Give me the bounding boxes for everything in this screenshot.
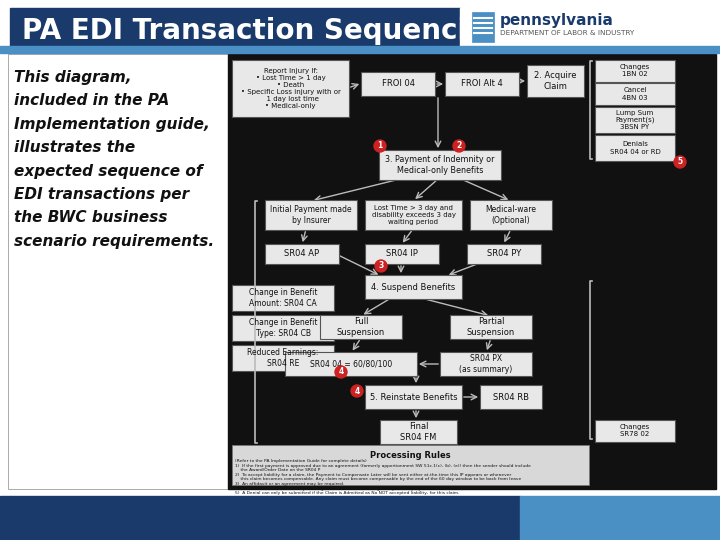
Bar bbox=[520, 496, 720, 540]
FancyBboxPatch shape bbox=[472, 12, 494, 42]
Text: 4: 4 bbox=[354, 387, 359, 395]
Text: Medical-ware
(Optional): Medical-ware (Optional) bbox=[485, 205, 536, 225]
FancyBboxPatch shape bbox=[232, 315, 334, 341]
FancyBboxPatch shape bbox=[285, 352, 417, 376]
Bar bbox=[460, 8, 712, 46]
FancyBboxPatch shape bbox=[365, 200, 462, 230]
FancyBboxPatch shape bbox=[595, 135, 675, 161]
FancyBboxPatch shape bbox=[595, 60, 675, 82]
FancyBboxPatch shape bbox=[527, 65, 584, 97]
FancyBboxPatch shape bbox=[232, 60, 349, 117]
Text: SR04 RB: SR04 RB bbox=[493, 393, 529, 402]
Text: Lump Sum
Payment(s)
3BSN PY: Lump Sum Payment(s) 3BSN PY bbox=[616, 110, 654, 130]
Text: 4: 4 bbox=[338, 368, 343, 376]
Text: (Refer to the PA Implementation Guide for complete details)
1)  If the first pay: (Refer to the PA Implementation Guide fo… bbox=[235, 459, 531, 495]
Text: Full
Suspension: Full Suspension bbox=[337, 318, 385, 337]
Circle shape bbox=[674, 156, 686, 168]
Text: SR04 IP: SR04 IP bbox=[386, 249, 418, 259]
FancyBboxPatch shape bbox=[365, 385, 462, 409]
FancyBboxPatch shape bbox=[467, 244, 541, 264]
Bar bbox=[228, 54, 716, 489]
FancyBboxPatch shape bbox=[365, 275, 462, 299]
FancyBboxPatch shape bbox=[379, 150, 501, 180]
Text: SR04 PX
(as summary): SR04 PX (as summary) bbox=[459, 354, 513, 374]
FancyBboxPatch shape bbox=[232, 345, 334, 371]
FancyBboxPatch shape bbox=[450, 315, 532, 339]
FancyBboxPatch shape bbox=[265, 244, 339, 264]
Text: pennsylvania: pennsylvania bbox=[500, 14, 614, 29]
Text: FROI 04: FROI 04 bbox=[382, 79, 415, 89]
Text: Cancel
4BN 03: Cancel 4BN 03 bbox=[622, 87, 648, 100]
Text: SR04 04 = 60/80/100: SR04 04 = 60/80/100 bbox=[310, 360, 392, 368]
FancyBboxPatch shape bbox=[265, 200, 357, 230]
Bar bbox=[10, 8, 460, 46]
Text: Final
SR04 FM: Final SR04 FM bbox=[400, 422, 437, 442]
Bar bbox=[0, 46, 720, 53]
Text: 1: 1 bbox=[377, 141, 382, 151]
Text: Changes
SR78 02: Changes SR78 02 bbox=[620, 424, 650, 437]
FancyBboxPatch shape bbox=[595, 420, 675, 442]
Text: This diagram,
included in the PA
Implementation guide,
illustrates the
expected : This diagram, included in the PA Impleme… bbox=[14, 70, 214, 249]
Text: PA EDI Transaction Sequencing: PA EDI Transaction Sequencing bbox=[22, 17, 507, 45]
Circle shape bbox=[335, 366, 347, 378]
Text: Initial Payment made
by Insurer: Initial Payment made by Insurer bbox=[270, 205, 352, 225]
Text: Changes
1BN 02: Changes 1BN 02 bbox=[620, 64, 650, 78]
FancyBboxPatch shape bbox=[470, 200, 552, 230]
FancyBboxPatch shape bbox=[595, 107, 675, 133]
Text: Partial
Suspension: Partial Suspension bbox=[467, 318, 515, 337]
Text: 3: 3 bbox=[379, 261, 384, 271]
Text: 2: 2 bbox=[456, 141, 462, 151]
FancyBboxPatch shape bbox=[365, 244, 439, 264]
Text: DEPARTMENT OF LABOR & INDUSTRY: DEPARTMENT OF LABOR & INDUSTRY bbox=[500, 30, 634, 36]
Text: 4. Suspend Benefits: 4. Suspend Benefits bbox=[372, 282, 456, 292]
Circle shape bbox=[374, 140, 386, 152]
FancyBboxPatch shape bbox=[380, 420, 457, 444]
Text: Lost Time > 3 day and
disability exceeds 3 day
waiting period: Lost Time > 3 day and disability exceeds… bbox=[372, 205, 456, 225]
FancyBboxPatch shape bbox=[595, 83, 675, 105]
FancyBboxPatch shape bbox=[480, 385, 542, 409]
Text: Report Injury If:
• Lost Time > 1 day
• Death
• Specific Loss injury with or
  1: Report Injury If: • Lost Time > 1 day • … bbox=[240, 68, 341, 109]
Bar bbox=[8, 54, 228, 489]
Text: FROI Alt 4: FROI Alt 4 bbox=[461, 79, 503, 89]
Text: Change in Benefit
Type: SR04 CB: Change in Benefit Type: SR04 CB bbox=[248, 318, 318, 338]
FancyBboxPatch shape bbox=[361, 72, 435, 96]
Text: 5: 5 bbox=[678, 158, 683, 166]
Circle shape bbox=[453, 140, 465, 152]
FancyBboxPatch shape bbox=[445, 72, 519, 96]
Text: Processing Rules: Processing Rules bbox=[370, 451, 451, 460]
Text: 5. Reinstate Benefits: 5. Reinstate Benefits bbox=[369, 393, 457, 402]
FancyBboxPatch shape bbox=[232, 445, 589, 485]
FancyBboxPatch shape bbox=[440, 352, 532, 376]
Text: Denials
SR04 04 or RD: Denials SR04 04 or RD bbox=[610, 141, 660, 154]
Text: 2. Acquire
Claim: 2. Acquire Claim bbox=[534, 71, 577, 91]
Bar bbox=[0, 496, 520, 540]
Text: Reduced Earnings:
SR04 RE: Reduced Earnings: SR04 RE bbox=[247, 348, 319, 368]
Text: Change in Benefit
Amount: SR04 CA: Change in Benefit Amount: SR04 CA bbox=[248, 288, 318, 308]
Text: 3. Payment of Indemnity or
Medical-only Benefits: 3. Payment of Indemnity or Medical-only … bbox=[385, 156, 495, 175]
FancyBboxPatch shape bbox=[232, 285, 334, 311]
Circle shape bbox=[375, 260, 387, 272]
FancyBboxPatch shape bbox=[320, 315, 402, 339]
Circle shape bbox=[351, 385, 363, 397]
Text: SR04 AP: SR04 AP bbox=[284, 249, 320, 259]
Text: SR04 PY: SR04 PY bbox=[487, 249, 521, 259]
